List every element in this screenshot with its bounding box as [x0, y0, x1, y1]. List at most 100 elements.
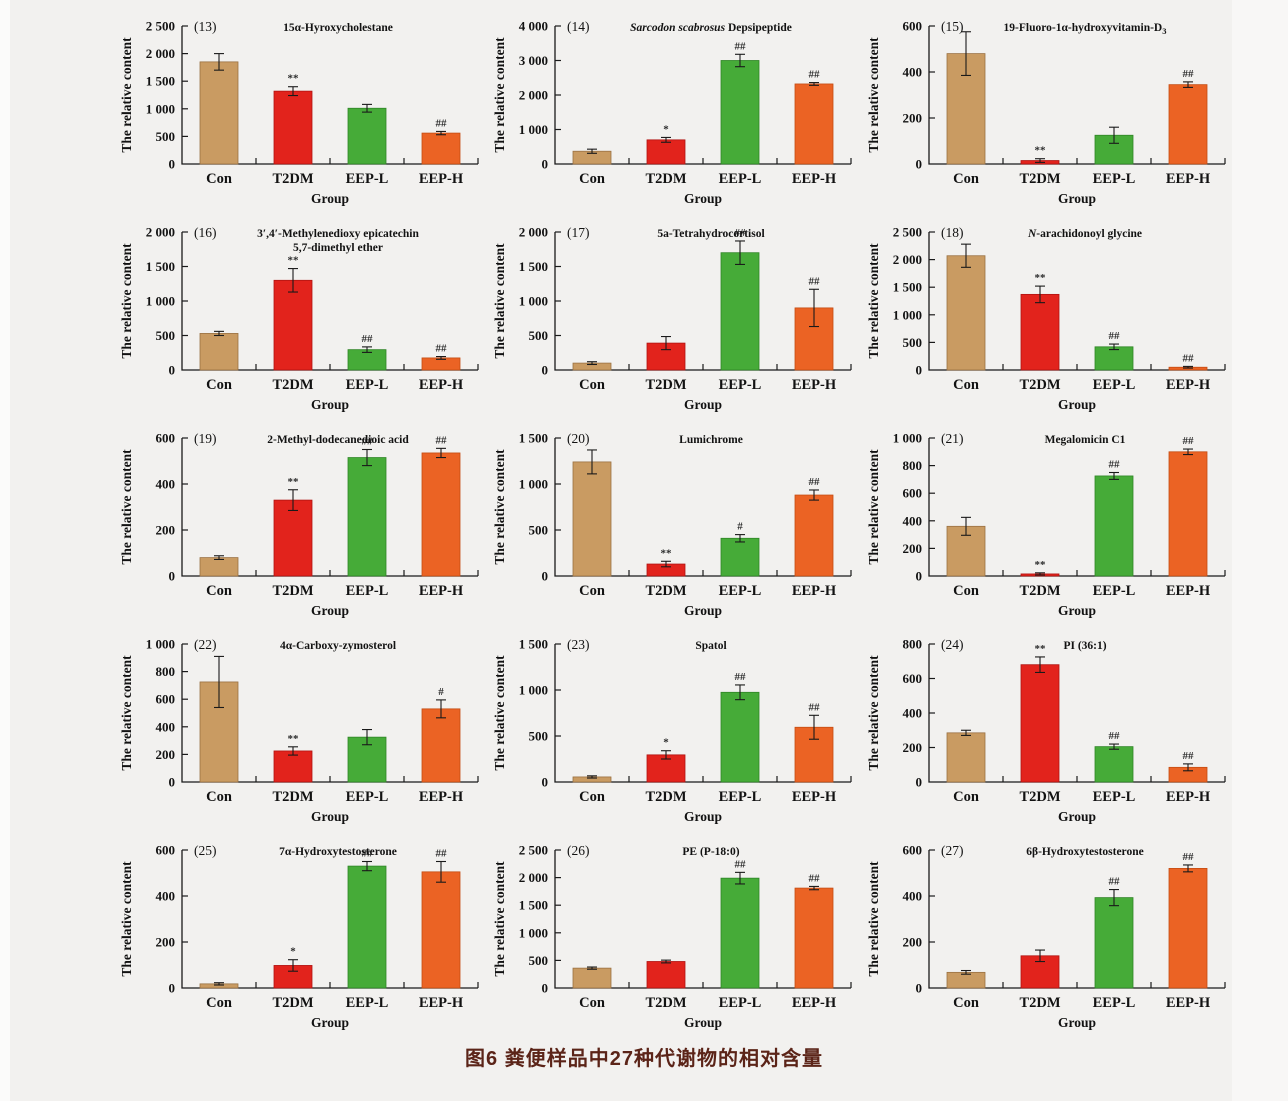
category-label: EEP-H [1166, 377, 1211, 393]
y-tick-label: 1 000 [519, 294, 548, 309]
y-tick-label: 1 500 [519, 898, 548, 913]
y-tick-label: 500 [156, 129, 176, 144]
bar-t2dm [1020, 293, 1060, 371]
y-tick-label: 400 [156, 477, 176, 492]
y-tick-label: 600 [902, 486, 922, 501]
bar-chart-19: 0 200 400 600 Con ** T2DM ## EEP-L ## EEP-H (19) 2-M… [119, 431, 479, 618]
panel-number: (26) [567, 843, 590, 858]
y-tick-label: 800 [902, 637, 922, 652]
category-label: EEP-L [1092, 995, 1135, 1011]
panel-title: 6β-Hydroxytestosterone [1026, 846, 1143, 858]
bar-t2dm [1020, 955, 1060, 989]
y-axis-label: The relative content [492, 655, 507, 771]
y-tick-label: 1 500 [519, 431, 548, 446]
bar-t2dm [646, 961, 686, 989]
category-label: EEP-L [346, 171, 389, 187]
category-label: EEP-L [1092, 377, 1135, 393]
y-tick-label: 0 [169, 569, 176, 584]
y-tick-label: 4 000 [519, 19, 548, 34]
page-margin-left [0, 0, 10, 1101]
y-axis-label: The relative content [119, 861, 134, 977]
y-tick-label: 400 [156, 889, 176, 904]
category-label: EEP-L [719, 583, 762, 599]
y-tick-label: 2 500 [146, 19, 175, 34]
y-axis-label: The relative content [866, 243, 881, 359]
category-label: T2DM [272, 583, 313, 599]
category-label: EEP-H [1166, 583, 1211, 599]
y-axis-label: The relative content [866, 861, 881, 977]
category-label: EEP-L [1092, 583, 1135, 599]
y-tick-label: 1 500 [146, 259, 175, 274]
chart-panel-19: 0 200 400 600 Con ** T2DM ## EEP-L ## EEP-H (19) 2-M… [118, 422, 487, 624]
category-label: Con [206, 377, 232, 393]
significance-marker: ## [362, 848, 374, 860]
bar-chart-18: 0 500 1 000 1 500 2 000 2 500 Con ** T2DM ## EEP-L… [866, 225, 1226, 412]
y-tick-label: 0 [915, 569, 922, 584]
category-label: Con [953, 171, 979, 187]
category-label: Con [206, 789, 232, 805]
category-label: T2DM [1019, 377, 1060, 393]
category-label: Con [579, 583, 605, 599]
significance-marker: ## [362, 436, 374, 448]
category-label: EEP-H [792, 377, 837, 393]
category-label: T2DM [272, 171, 313, 187]
bar-chart-24: 0 200 400 600 800 Con ** T2DM ## EEP-L ## EEP-H (24)… [866, 637, 1226, 824]
y-tick-label: 0 [915, 157, 922, 172]
significance-marker: ** [288, 733, 300, 745]
significance-marker: ## [1182, 750, 1194, 762]
significance-marker: ## [809, 69, 821, 81]
significance-marker: ## [809, 476, 821, 488]
bar-chart-15: 0 200 400 600 Con ** T2DM EEP-L ## EEP-H (15) 19-Fl… [866, 19, 1226, 206]
y-tick-label: 500 [902, 335, 922, 350]
panel-title: 2-Methyl-dodecanedioic acid [267, 434, 409, 446]
significance-marker: ## [809, 872, 821, 884]
bar-con [946, 732, 986, 783]
y-tick-label: 600 [902, 671, 922, 686]
significance-marker: * [290, 946, 296, 958]
y-axis-label: The relative content [492, 243, 507, 359]
significance-marker: ** [288, 476, 300, 488]
chart-panel-23: 0 500 1 000 1 500 Con * T2DM ## EEP-L ## EEP-H (23)… [491, 628, 860, 830]
panel-number: (27) [941, 843, 964, 858]
x-axis-label: Group [311, 1015, 349, 1030]
y-tick-label: 400 [902, 513, 922, 528]
panel-number: (23) [567, 637, 590, 652]
panel-number: (20) [567, 431, 590, 446]
figure-caption: 图6 粪便样品中27种代谢物的相对含量 [465, 1048, 823, 1070]
category-label: T2DM [646, 995, 687, 1011]
chart-panel-22: 0 200 400 600 800 1 000 Con ** T2DM EEP-L # EEP-H (2… [118, 628, 487, 830]
significance-marker: ** [1034, 145, 1046, 157]
bar-con [199, 557, 239, 577]
x-axis-label: Group [684, 191, 722, 206]
chart-panel-13: 0 500 1 000 1 500 2 000 2 500 Con ** T2DM EEP-L ##… [118, 10, 487, 212]
significance-marker: ** [1034, 272, 1046, 284]
significance-marker: ** [661, 547, 673, 559]
panel-title: N-arachidonoyl glycine [1027, 228, 1142, 240]
y-tick-label: 0 [169, 363, 176, 378]
x-axis-label: Group [684, 603, 722, 618]
bar-chart-13: 0 500 1 000 1 500 2 000 2 500 Con ** T2DM EEP-L ##… [119, 19, 479, 206]
category-label: EEP-H [1166, 995, 1211, 1011]
significance-marker: ## [1182, 851, 1194, 863]
bar-con [946, 525, 986, 577]
category-label: EEP-L [346, 377, 389, 393]
category-label: EEP-L [346, 583, 389, 599]
panel-number: (15) [941, 19, 964, 34]
panel-number: (18) [941, 225, 964, 240]
category-label: Con [206, 995, 232, 1011]
x-axis-label: Group [1058, 809, 1096, 824]
x-axis-label: Group [311, 809, 349, 824]
category-label: Con [953, 789, 979, 805]
chart-panel-26: 0 500 1 000 1 500 2 000 2 500 Con T2DM ## EEP-L ##… [491, 834, 860, 1036]
significance-marker: ** [1034, 643, 1046, 655]
y-axis-label: The relative content [866, 37, 881, 153]
y-tick-label: 400 [902, 706, 922, 721]
bar-eep-h [1168, 84, 1208, 165]
category-label: T2DM [646, 583, 687, 599]
y-tick-label: 200 [156, 935, 176, 950]
bar-eep-h [1168, 451, 1208, 577]
chart-panel-24: 0 200 400 600 800 Con ** T2DM ## EEP-L ## EEP-H (24)… [865, 628, 1234, 830]
significance-marker: ## [362, 333, 374, 345]
category-label: Con [206, 583, 232, 599]
bar-eep-l [347, 107, 387, 165]
